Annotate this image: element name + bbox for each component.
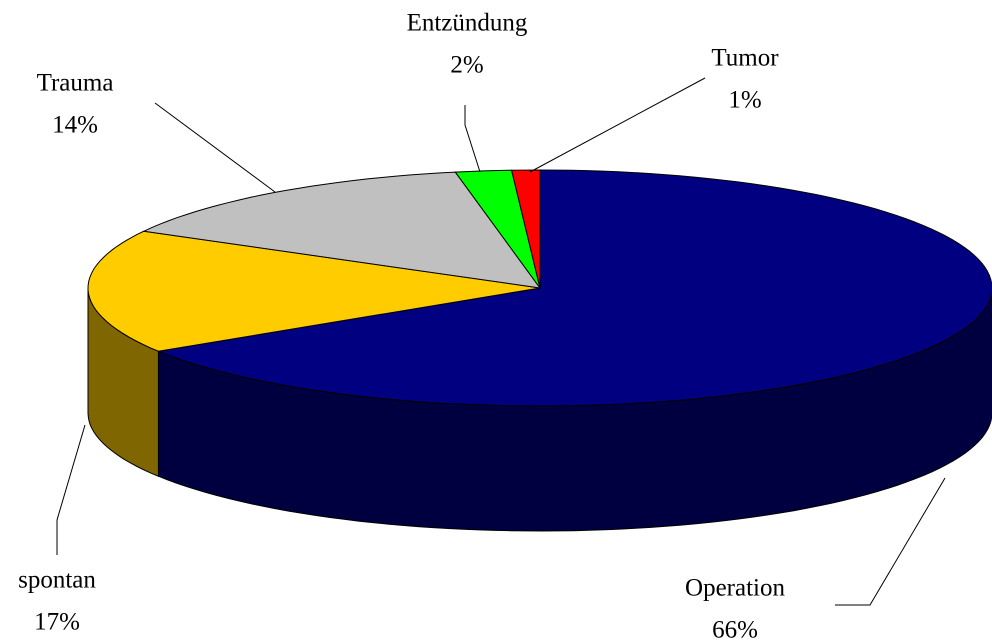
leader-line <box>464 105 481 173</box>
slice-label: Entzündung <box>407 10 528 37</box>
leader-line <box>835 477 946 606</box>
slice-value-label: 1% <box>728 87 761 114</box>
pie-slice <box>510 169 541 289</box>
pie-slice <box>156 169 992 407</box>
slice-label: Trauma <box>37 70 114 97</box>
slice-label: Tumor <box>711 45 779 72</box>
slice-label: spontan <box>18 567 96 594</box>
leader-line <box>154 102 276 193</box>
leader-line <box>56 424 86 555</box>
leader-line <box>529 77 706 173</box>
slice-value-label: 14% <box>52 112 98 139</box>
slice-value-label: 66% <box>712 617 758 642</box>
slice-value-label: 2% <box>450 52 483 79</box>
pie-slice <box>142 171 542 289</box>
slice-label: Operation <box>685 575 785 602</box>
slice-value-label: 17% <box>34 609 80 636</box>
pie-slice <box>87 230 541 352</box>
